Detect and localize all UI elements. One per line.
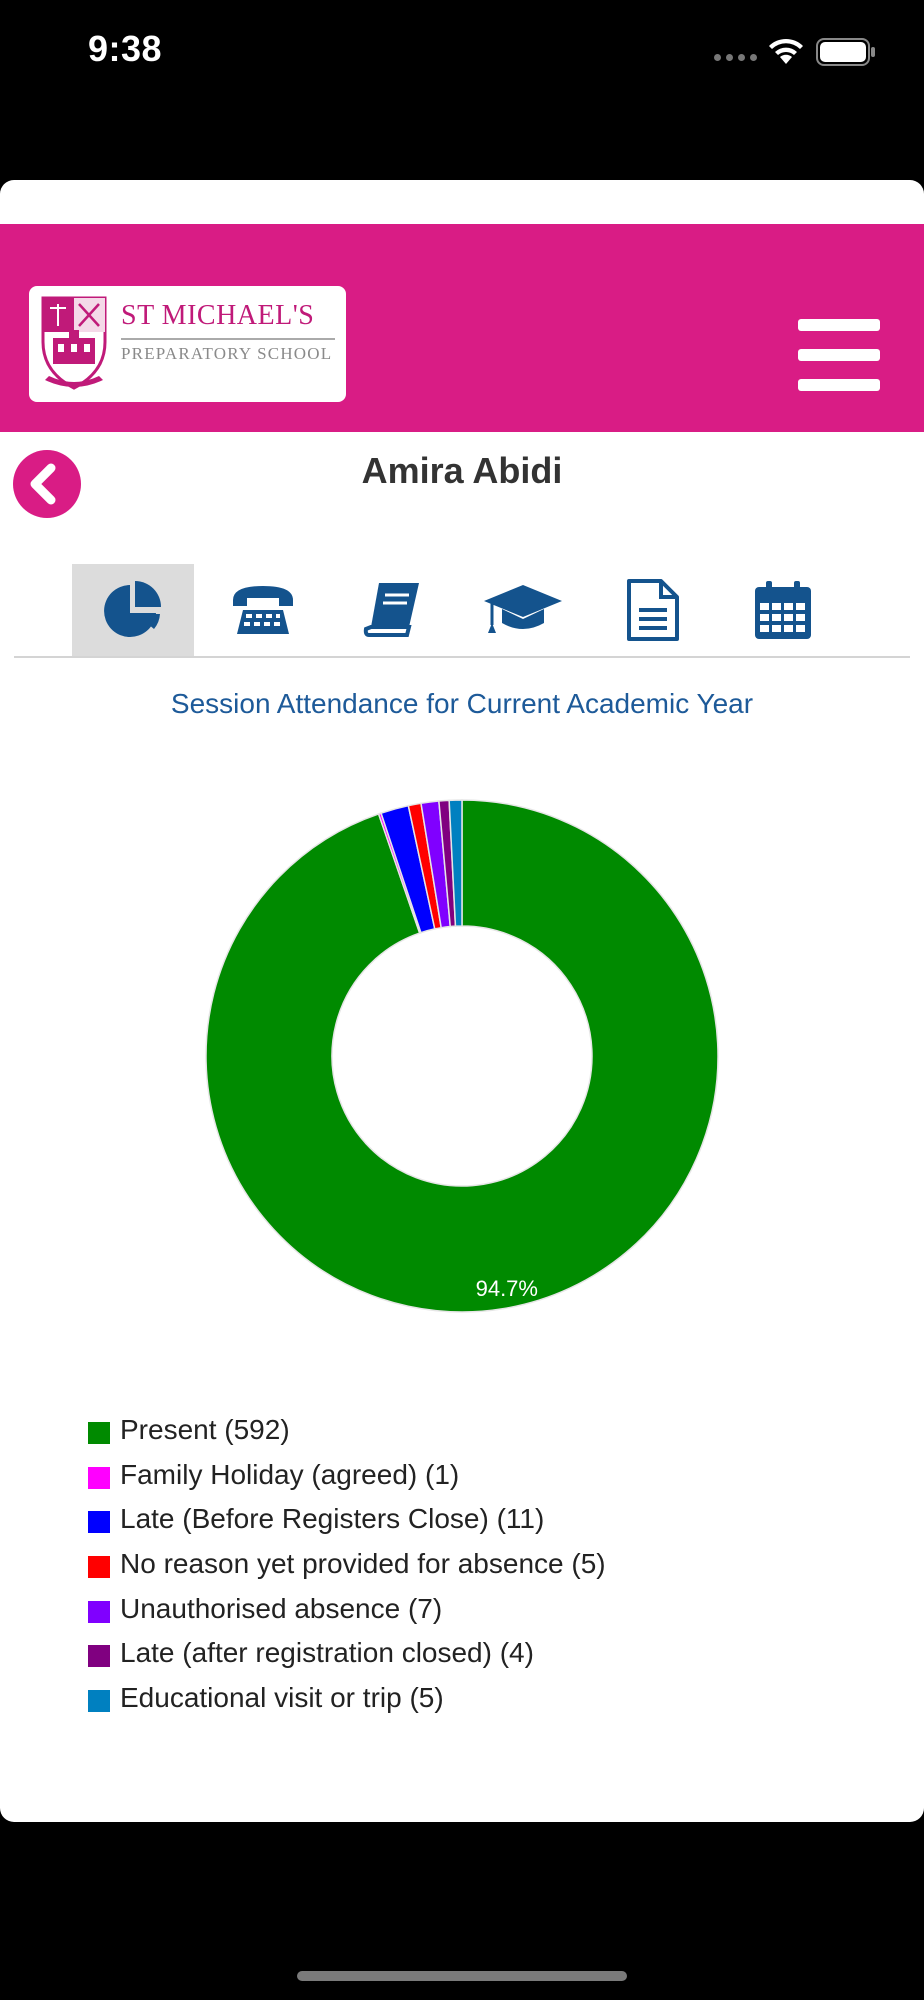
tab-documents[interactable] (592, 564, 714, 656)
home-indicator (297, 1971, 627, 1981)
legend-swatch (88, 1556, 110, 1579)
tab-attendance[interactable] (72, 564, 194, 656)
chevron-left-icon (30, 463, 56, 505)
chart-title: Session Attendance for Current Academic … (170, 688, 754, 719)
logo-divider (121, 338, 335, 340)
tab-contacts[interactable] (202, 564, 324, 656)
legend-label: Educational visit or trip (5) (120, 1682, 444, 1714)
status-bar: 9:38 (0, 0, 924, 100)
graduation-cap-icon (484, 585, 562, 633)
back-button[interactable] (13, 450, 81, 518)
school-crest-icon (41, 296, 107, 390)
document-icon (627, 579, 679, 641)
legend-swatch (88, 1511, 110, 1534)
wifi-icon (769, 38, 803, 64)
legend-swatch (88, 1645, 110, 1668)
telephone-icon (233, 586, 293, 634)
donut-slice[interactable] (205, 799, 719, 1313)
battery-icon (816, 38, 875, 66)
tab-calendar[interactable] (722, 564, 844, 656)
legend-label: Late (Before Registers Close) (11) (120, 1503, 545, 1535)
legend-label: Present (592) (120, 1414, 290, 1445)
status-time: 9:38 (88, 28, 163, 69)
calendar-icon (755, 581, 811, 639)
book-icon (363, 583, 419, 637)
student-name: Amira Abidi (361, 450, 563, 491)
hamburger-menu-icon[interactable] (798, 319, 880, 391)
attendance-donut-chart: 94.7% (205, 799, 719, 1313)
legend-swatch (88, 1690, 110, 1713)
tab-bar (14, 564, 910, 658)
school-logo[interactable]: ST MICHAEL'S PREPARATORY SCHOOL (29, 286, 346, 402)
status-icons (696, 32, 876, 68)
legend-label: No reason yet provided for absence (5) (120, 1548, 606, 1580)
school-subtitle: PREPARATORY SCHOOL (121, 344, 333, 363)
legend-label: Late (after registration closed) (4) (120, 1637, 534, 1669)
school-name: ST MICHAEL'S (121, 300, 315, 331)
legend-swatch (88, 1422, 110, 1444)
tab-reports[interactable] (462, 564, 584, 656)
cellular-signal-icon (714, 54, 758, 62)
legend-label: Unauthorised absence (7) (120, 1592, 443, 1624)
slice-percent-label: 94.7% (476, 1276, 538, 1301)
tab-homework[interactable] (332, 564, 454, 656)
legend-swatch (88, 1466, 110, 1489)
donut-slice[interactable] (448, 799, 463, 927)
app-header: ST MICHAEL'S PREPARATORY SCHOOL (0, 224, 924, 432)
legend-label: Family Holiday (agreed) (1) (120, 1458, 460, 1490)
app-card: ST MICHAEL'S PREPARATORY SCHOOL Amira Ab… (0, 180, 924, 1822)
pie-chart-icon (104, 581, 161, 637)
legend-swatch (88, 1600, 110, 1623)
